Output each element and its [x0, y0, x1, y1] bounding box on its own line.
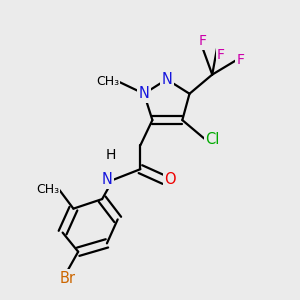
Text: Br: Br — [59, 271, 75, 286]
Text: CH₃: CH₃ — [96, 75, 119, 88]
Text: CH₃: CH₃ — [36, 183, 59, 196]
Text: H: H — [105, 148, 116, 162]
Text: F: F — [236, 53, 244, 67]
Text: O: O — [164, 172, 176, 188]
Text: N: N — [139, 86, 149, 101]
Text: F: F — [199, 34, 207, 48]
Text: O: O — [164, 172, 176, 188]
Text: CH₃: CH₃ — [36, 183, 59, 196]
Text: N: N — [161, 72, 172, 87]
Text: Br: Br — [59, 271, 75, 286]
Text: H: H — [105, 148, 116, 162]
Text: N: N — [102, 172, 113, 188]
Text: CH₃: CH₃ — [96, 75, 119, 88]
Text: Cl: Cl — [205, 132, 219, 147]
Text: F: F — [217, 48, 225, 62]
Text: Cl: Cl — [205, 132, 219, 147]
Text: N: N — [102, 172, 113, 188]
Text: F: F — [236, 53, 244, 67]
Text: F: F — [199, 34, 207, 48]
Text: N: N — [139, 86, 149, 101]
Text: F: F — [217, 48, 225, 62]
Text: N: N — [161, 72, 172, 87]
